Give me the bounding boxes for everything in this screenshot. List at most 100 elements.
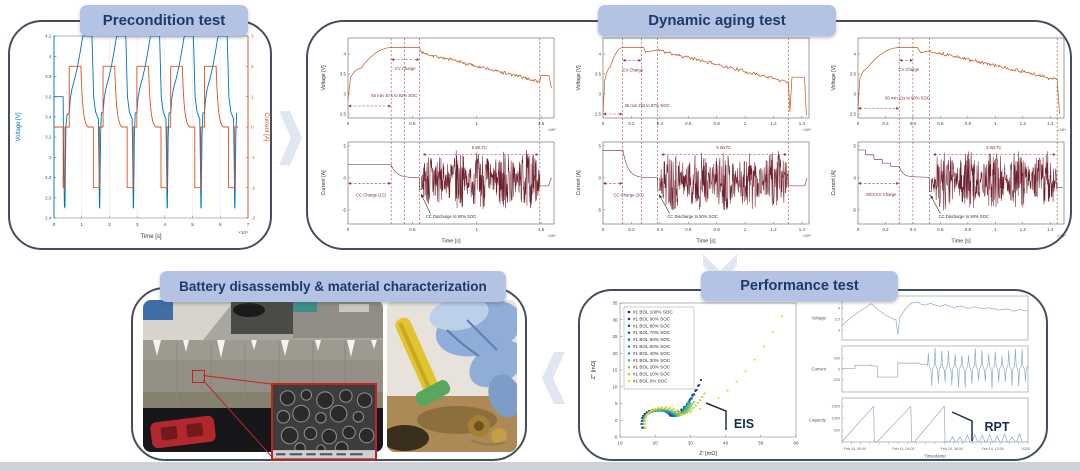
svg-text:30: 30 [612, 317, 618, 322]
svg-text:1.2: 1.2 [1020, 121, 1027, 126]
svg-text:0: 0 [598, 175, 601, 180]
svg-text:35: 35 [612, 301, 618, 306]
svg-text:2.5: 2.5 [850, 112, 857, 117]
svg-text:Voltage [V]: Voltage [V] [576, 65, 582, 91]
svg-text:3: 3 [251, 34, 254, 39]
svg-text:5 WLTC: 5 WLTC [986, 145, 1001, 150]
svg-text:×10⁴: ×10⁴ [802, 127, 811, 132]
svg-text:Current [A]: Current [A] [831, 170, 837, 196]
svg-text:RPT: RPT [985, 420, 1010, 434]
svg-text:2.8: 2.8 [45, 175, 52, 180]
svg-text:3.5: 3.5 [595, 72, 602, 77]
svg-text:0: 0 [838, 367, 840, 371]
svg-text:0.2: 0.2 [628, 121, 635, 126]
svg-text:0.6: 0.6 [685, 227, 692, 232]
svg-text:3.4: 3.4 [45, 114, 52, 119]
svg-text:0: 0 [347, 227, 350, 232]
svg-text:×10⁴: ×10⁴ [1057, 233, 1066, 238]
svg-text:CV Charge: CV Charge [395, 66, 416, 71]
svg-text:#1 BOL 90% SOC: #1 BOL 90% SOC [633, 316, 671, 321]
svg-text:1.5: 1.5 [538, 121, 545, 126]
svg-text:4: 4 [853, 52, 856, 57]
svg-text:1: 1 [475, 121, 478, 126]
svg-text:×10⁴: ×10⁴ [547, 233, 556, 238]
svg-text:5 WLTC: 5 WLTC [472, 145, 487, 150]
svg-text:1: 1 [744, 121, 747, 126]
svg-text:0: 0 [53, 222, 56, 227]
svg-text:-5: -5 [852, 207, 856, 212]
svg-text:0.5: 0.5 [409, 227, 416, 232]
svg-text:3: 3 [838, 328, 840, 332]
svg-text:1500: 1500 [832, 405, 840, 409]
performance-title-badge: Performance test [701, 271, 898, 301]
svg-text:#1 BOL 80% SOC: #1 BOL 80% SOC [633, 323, 671, 328]
svg-text:Feb 14, 12:00: Feb 14, 12:00 [982, 447, 1004, 451]
svg-text:3.5: 3.5 [340, 72, 347, 77]
svg-text:Voltage: Voltage [811, 316, 826, 321]
svg-text:50 min 11s to 90% SOC: 50 min 11s to 90% SOC [885, 96, 930, 101]
svg-text:-5: -5 [597, 207, 601, 212]
svg-text:30: 30 [688, 441, 694, 446]
svg-text:0: 0 [602, 121, 605, 126]
performance-title: Performance test [740, 278, 859, 294]
svg-text:1.4: 1.4 [799, 121, 806, 126]
svg-text:-1: -1 [251, 155, 256, 160]
sem-callout-box [192, 370, 205, 383]
svg-text:2.5: 2.5 [340, 112, 347, 117]
sem-inset-image [271, 383, 377, 461]
svg-text:0: 0 [347, 121, 350, 126]
svg-text:3.5: 3.5 [850, 72, 857, 77]
svg-text:0.6: 0.6 [937, 121, 944, 126]
svg-text:5 WLTC: 5 WLTC [716, 145, 731, 150]
svg-text:0.2: 0.2 [882, 121, 889, 126]
svg-text:3.8: 3.8 [45, 74, 52, 79]
svg-text:2.5: 2.5 [595, 112, 602, 117]
svg-text:Capacity: Capacity [809, 418, 827, 423]
svg-text:-3: -3 [251, 216, 256, 221]
svg-text:MCCCV Charge: MCCCV Charge [866, 192, 897, 197]
svg-text:50: 50 [758, 441, 764, 446]
svg-text:0: 0 [251, 125, 254, 130]
svg-text:0: 0 [602, 227, 605, 232]
svg-text:CC Charge (2C): CC Charge (2C) [613, 192, 644, 197]
svg-text:#1 BOL 10% SOC: #1 BOL 10% SOC [633, 372, 671, 377]
svg-text:CC Discharge to 50% SOC: CC Discharge to 50% SOC [667, 214, 718, 219]
eis-chart: 10 20 30 40 50 60 -5 0 5 10 15 20 25 30 35 Z' [mΩ] Z'' [… [591, 301, 799, 458]
svg-text:CC Charge (1C): CC Charge (1C) [356, 192, 387, 197]
dynamic-aging-title-badge: Dynamic aging test [598, 5, 836, 36]
precondition-title: Precondition test [102, 12, 226, 29]
svg-text:0.4: 0.4 [910, 121, 917, 126]
svg-text:Time [s]: Time [s] [441, 239, 461, 245]
svg-text:-200: -200 [832, 378, 840, 382]
svg-text:4: 4 [343, 52, 346, 57]
svg-text:#1 BOL 20% SOC: #1 BOL 20% SOC [633, 365, 671, 370]
svg-text:×10⁴: ×10⁴ [802, 233, 811, 238]
svg-text:Feb 14, 00:00: Feb 14, 00:00 [844, 447, 866, 451]
svg-text:20: 20 [653, 441, 659, 446]
svg-text:3.2: 3.2 [45, 135, 52, 140]
svg-text:3: 3 [136, 222, 139, 227]
svg-text:2.6: 2.6 [45, 195, 52, 200]
svg-text:0: 0 [615, 418, 618, 423]
svg-text:5: 5 [615, 401, 618, 406]
svg-text:#1 BOL 100% SOC: #1 BOL 100% SOC [633, 310, 673, 315]
aging-chart-3: 2.5 3 3.5 4 -5 0 5 0 0 0.2 0.2 0.4 0.4 0.6 0.6 0.8 0.8 1 1… [831, 37, 1066, 245]
svg-text:200: 200 [834, 357, 840, 361]
svg-text:CV Charge: CV Charge [622, 68, 643, 73]
svg-text:CC Discharge to 50% SOC: CC Discharge to 50% SOC [426, 214, 477, 219]
svg-text:4: 4 [164, 222, 167, 227]
svg-text:20: 20 [612, 351, 618, 356]
svg-text:Time [s]: Time [s] [951, 239, 971, 245]
svg-text:3: 3 [49, 155, 52, 160]
svg-text:Time [s]: Time [s] [696, 239, 716, 245]
svg-text:1: 1 [80, 222, 83, 227]
svg-text:3: 3 [598, 92, 601, 97]
svg-text:500: 500 [834, 428, 840, 432]
svg-text:-2: -2 [251, 185, 256, 190]
svg-text:4: 4 [598, 52, 601, 57]
svg-text:0.2: 0.2 [882, 227, 889, 232]
svg-text:15: 15 [612, 368, 618, 373]
svg-text:Voltage [V]: Voltage [V] [16, 112, 22, 141]
precondition-title-badge: Precondition test [80, 5, 248, 36]
